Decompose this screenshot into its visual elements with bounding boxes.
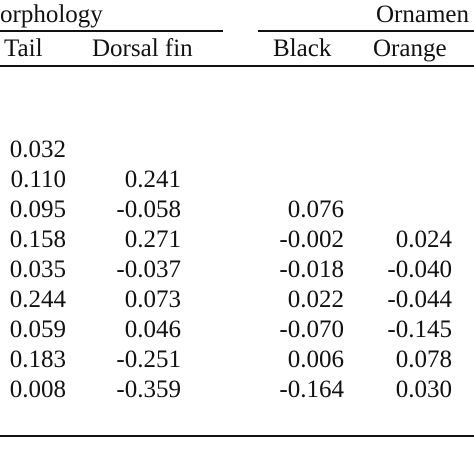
cell-tail: 0.183: [9, 346, 66, 373]
group-header-morphology: orphology: [0, 1, 103, 28]
group-header-ornamentation: Ornamen: [376, 1, 470, 28]
cell-tail: 0.095: [9, 196, 66, 223]
cell-orange: -0.044: [387, 286, 452, 313]
cell-tail: 0.035: [9, 256, 66, 283]
cell-black: 0.022: [287, 286, 344, 313]
cell-dorsal-fin: -0.251: [116, 346, 181, 373]
cell-black: -0.002: [279, 226, 344, 253]
cell-black: 0.006: [287, 346, 344, 373]
column-header-black: Black: [273, 35, 332, 62]
cell-dorsal-fin: 0.073: [124, 286, 181, 313]
cell-dorsal-fin: -0.037: [116, 256, 181, 283]
cell-dorsal-fin: 0.046: [124, 316, 181, 343]
cell-tail: 0.059: [9, 316, 66, 343]
cell-orange: 0.078: [395, 346, 452, 373]
cell-orange: -0.145: [387, 316, 452, 343]
column-header-orange: Orange: [373, 35, 447, 62]
group-underline-morphology: [0, 30, 223, 32]
header-bottom-rule: [0, 65, 474, 67]
cell-dorsal-fin: -0.058: [116, 196, 181, 223]
cell-orange: -0.040: [387, 256, 452, 283]
cell-dorsal-fin: -0.359: [116, 376, 181, 403]
cell-orange: 0.024: [395, 226, 452, 253]
column-header-tail: Tail: [4, 35, 43, 62]
column-header-dorsal-fin: Dorsal fin: [92, 35, 193, 62]
cell-tail: 0.158: [9, 226, 66, 253]
cell-tail: 0.008: [9, 376, 66, 403]
cell-black: -0.164: [279, 376, 344, 403]
cell-black: -0.018: [279, 256, 344, 283]
cell-tail: 0.032: [9, 136, 66, 163]
cell-tail: 0.244: [9, 286, 66, 313]
group-underline-ornamentation: [258, 30, 474, 32]
cell-black: 0.076: [287, 196, 344, 223]
cell-orange: 0.030: [395, 376, 452, 403]
cell-tail: 0.110: [10, 166, 66, 193]
cell-black: -0.070: [279, 316, 344, 343]
cell-dorsal-fin: 0.241: [124, 166, 181, 193]
table-bottom-rule: [0, 435, 474, 437]
cell-dorsal-fin: 0.271: [124, 226, 181, 253]
